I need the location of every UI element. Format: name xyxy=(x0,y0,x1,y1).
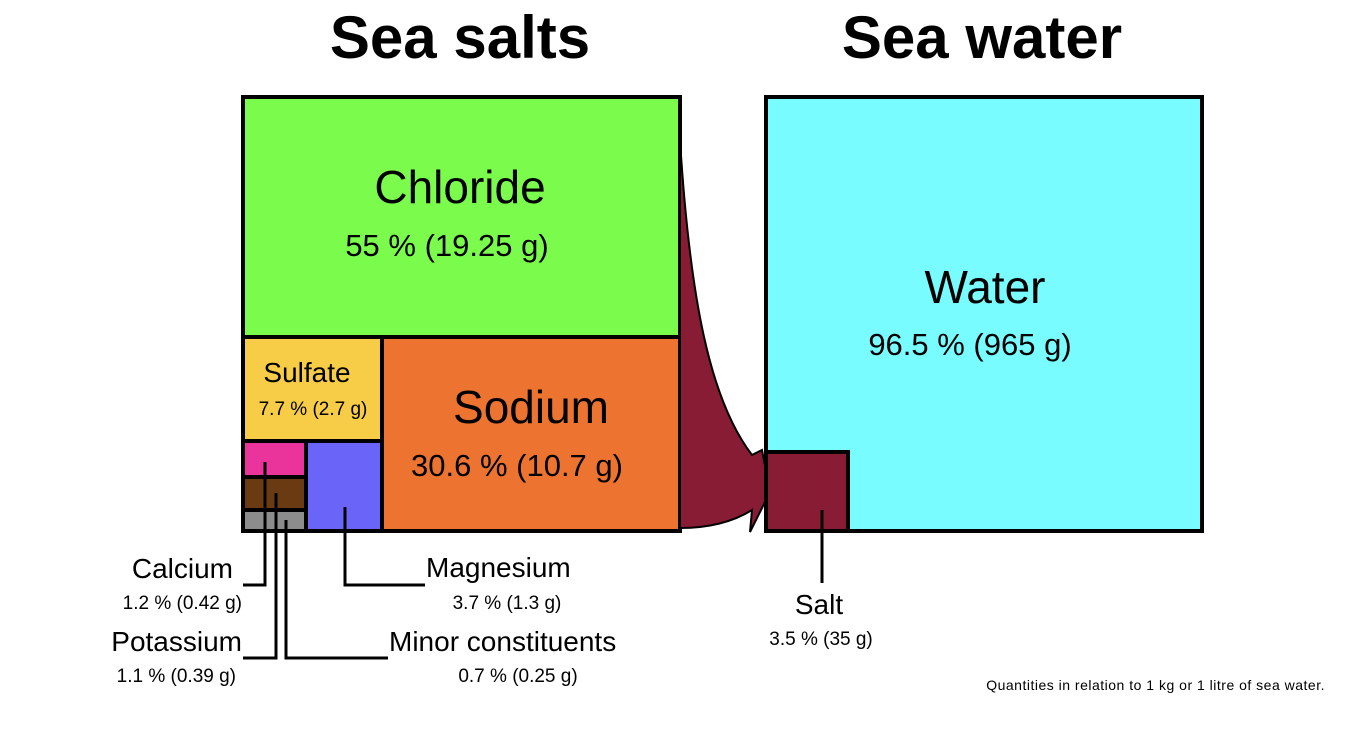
quantities-note: Quantities in relation to 1 kg or 1 litr… xyxy=(986,677,1325,693)
calcium-block xyxy=(241,439,308,479)
sodium-block xyxy=(380,335,682,533)
sea-water-box xyxy=(764,95,1204,533)
chloride-block xyxy=(241,95,682,339)
calcium-label: Calcium xyxy=(132,553,233,584)
title-sea-salts: Sea salts xyxy=(330,4,590,71)
magnesium-leader xyxy=(343,507,425,587)
salt-block xyxy=(764,450,850,533)
title-sea-water: Sea water xyxy=(842,4,1122,71)
sulfate-value: 7.7 % (2.7 g) xyxy=(259,399,368,420)
salt-label: Salt xyxy=(795,589,843,620)
minor-constituents-label: Minor constituents xyxy=(389,626,616,657)
sulfate-label: Sulfate xyxy=(263,357,350,388)
flow-arrow xyxy=(679,139,772,533)
minor-constituents-leader xyxy=(284,520,388,660)
sodium-value: 30.6 % (10.7 g) xyxy=(411,448,623,483)
sea-salts-box xyxy=(241,95,682,533)
leader-lines xyxy=(243,462,824,660)
potassium-label: Potassium xyxy=(111,626,242,657)
potassium-value: 1.1 % (0.39 g) xyxy=(117,666,236,687)
chloride-label: Chloride xyxy=(374,161,545,213)
sodium-label: Sodium xyxy=(453,381,609,433)
potassium-leader xyxy=(243,493,278,660)
water-label: Water xyxy=(925,261,1046,313)
minor-constituents-value: 0.7 % (0.25 g) xyxy=(458,666,577,687)
water-value: 96.5 % (965 g) xyxy=(868,327,1071,362)
sulfate-block xyxy=(241,335,384,443)
salt-value: 3.5 % (35 g) xyxy=(769,629,873,650)
magnesium-value: 3.7 % (1.3 g) xyxy=(453,593,562,614)
calcium-value: 1.2 % (0.42 g) xyxy=(123,593,242,614)
calcium-leader xyxy=(243,462,267,587)
chloride-value: 55 % (19.25 g) xyxy=(345,228,548,263)
magnesium-label: Magnesium xyxy=(426,552,571,583)
